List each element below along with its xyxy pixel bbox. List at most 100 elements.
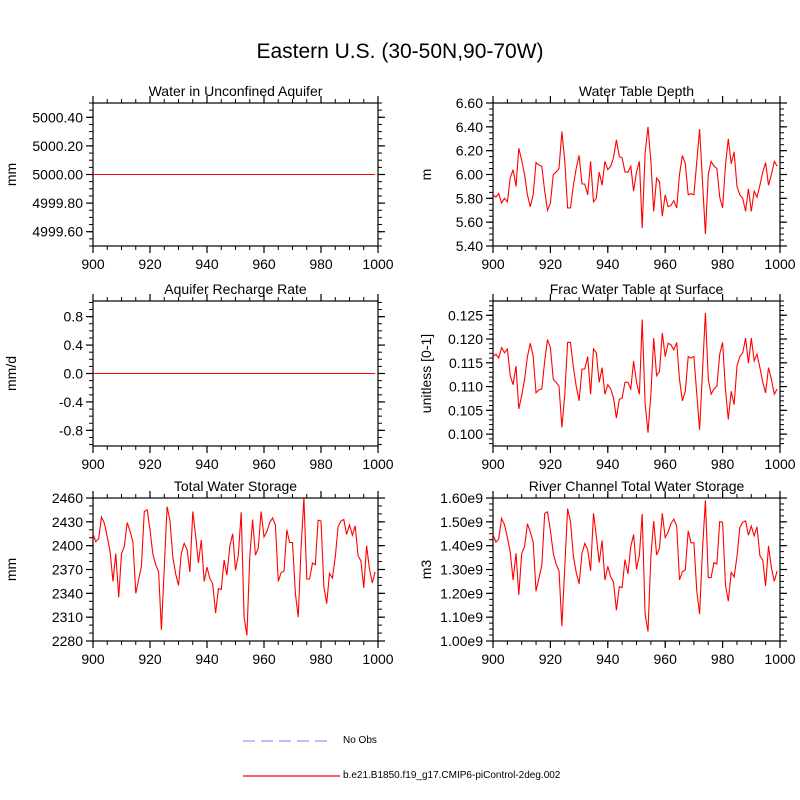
y-axis-label: m (418, 169, 434, 181)
x-tick-label: 940 (596, 651, 620, 667)
panel-title: Total Water Storage (174, 478, 297, 494)
panel-title: River Channel Total Water Storage (529, 478, 745, 494)
plot-frame (492, 497, 781, 642)
x-tick-label: 980 (309, 256, 333, 272)
x-tick-label: 940 (195, 256, 219, 272)
y-axis-label: unitless [0-1] (418, 334, 434, 413)
panel-title: Water in Unconfined Aquifer (149, 83, 323, 99)
y-tick-label: 0.120 (448, 331, 483, 347)
x-tick-label: 920 (138, 651, 162, 667)
x-tick-label: 960 (654, 256, 678, 272)
x-tick-label: 900 (481, 651, 505, 667)
x-tick-label: 1000 (764, 256, 795, 272)
y-tick-label: 0.115 (449, 355, 483, 371)
x-tick-label: 980 (711, 651, 735, 667)
x-tick-label: 940 (596, 256, 620, 272)
x-tick-label: 1000 (362, 256, 393, 272)
y-tick-label: 0.110 (449, 379, 483, 395)
x-tick-label: 920 (539, 456, 563, 472)
y-tick-label: -0.8 (59, 422, 83, 438)
series-line-model (492, 126, 778, 235)
x-tick-label: 940 (596, 456, 620, 472)
y-tick-label: 6.60 (456, 95, 483, 111)
y-tick-label: 2310 (52, 609, 83, 625)
x-tick-label: 1000 (764, 456, 795, 472)
x-tick-label: 900 (481, 456, 505, 472)
y-tick-label: 1.60e9 (440, 490, 483, 506)
x-tick-label: 900 (481, 256, 505, 272)
y-tick-label: 6.00 (456, 167, 483, 183)
y-tick-label: 4999.60 (32, 224, 83, 240)
y-tick-label: 0.100 (448, 426, 483, 442)
y-tick-label: 0.125 (448, 307, 483, 323)
y-axis-label: m3 (418, 560, 434, 580)
figure-title: Eastern U.S. (30-50N,90-70W) (256, 40, 544, 63)
y-tick-label: 2430 (52, 514, 83, 530)
x-tick-label: 980 (711, 456, 735, 472)
y-tick-label: -0.4 (59, 394, 83, 410)
panel-4: Frac Water Table at Surface unitless [0-1… (418, 281, 796, 472)
series-line-model (492, 312, 778, 433)
y-tick-label: 0.0 (64, 366, 84, 382)
x-tick-label: 900 (81, 651, 105, 667)
legend-label-model: b.e21.B1850.f19_g17.CMIP6-piControl-2deg… (343, 770, 561, 781)
x-tick-label: 960 (252, 456, 276, 472)
x-tick-label: 1000 (362, 651, 393, 667)
y-tick-label: 5.40 (456, 238, 483, 254)
x-tick-label: 920 (539, 651, 563, 667)
y-tick-label: 1.10e9 (440, 609, 483, 625)
x-tick-label: 940 (195, 456, 219, 472)
y-tick-label: 0.8 (64, 309, 84, 325)
x-tick-label: 980 (309, 456, 333, 472)
y-tick-label: 5000.00 (32, 167, 83, 183)
y-tick-label: 1.50e9 (440, 514, 483, 530)
x-tick-label: 960 (252, 256, 276, 272)
y-tick-label: 1.00e9 (440, 633, 483, 649)
x-tick-label: 960 (252, 651, 276, 667)
y-tick-label: 4999.80 (32, 195, 83, 211)
series-line-model (492, 500, 778, 632)
y-tick-label: 2400 (52, 538, 83, 554)
x-tick-label: 960 (654, 456, 678, 472)
y-tick-label: 2370 (52, 562, 83, 578)
series-line-model (92, 497, 376, 636)
y-tick-label: 0.105 (448, 402, 483, 418)
panel-2: Water Table Depth m 900 920 940 960 980 1000 6.6… (418, 83, 796, 272)
x-tick-label: 920 (138, 256, 162, 272)
y-axis-label: mm (3, 163, 19, 186)
x-tick-label: 980 (309, 651, 333, 667)
x-tick-label: 920 (138, 456, 162, 472)
x-tick-label: 980 (711, 256, 735, 272)
y-tick-label: 6.40 (456, 119, 483, 135)
y-tick-label: 2280 (52, 633, 83, 649)
y-axis-label: mm/d (3, 356, 19, 391)
y-tick-label: 2340 (52, 585, 83, 601)
y-tick-label: 5000.20 (32, 138, 83, 154)
y-tick-label: 1.40e9 (440, 538, 483, 554)
legend-label-obs: No Obs (343, 735, 377, 746)
x-tick-label: 1000 (362, 456, 393, 472)
y-tick-label: 1.30e9 (440, 562, 483, 578)
y-tick-label: 5.80 (456, 190, 483, 206)
panel-title: Frac Water Table at Surface (550, 281, 724, 297)
y-tick-label: 5.60 (456, 214, 483, 230)
panel-3: Aquifer Recharge Rate mm/d 900 920 940 960 980… (3, 281, 394, 472)
panel-1: Water in Unconfined Aquifer mm 900 920 940 96… (3, 83, 394, 272)
y-tick-label: 1.20e9 (440, 585, 483, 601)
panel-5: Total Water Storage mm 900 920 940 960 980 1000… (3, 478, 394, 667)
y-tick-label: 5000.40 (32, 109, 83, 125)
y-axis-label: mm (3, 558, 19, 581)
x-tick-label: 960 (654, 651, 678, 667)
y-tick-label: 2460 (52, 490, 83, 506)
panel-6: River Channel Total Water Storage m3 900 92… (418, 478, 796, 667)
panel-title: Water Table Depth (579, 83, 694, 99)
y-tick-label: 6.20 (456, 143, 483, 159)
panel-title: Aquifer Recharge Rate (164, 281, 307, 297)
x-tick-label: 900 (81, 456, 105, 472)
x-tick-label: 1000 (764, 651, 795, 667)
x-tick-label: 900 (81, 256, 105, 272)
y-tick-label: 0.4 (64, 337, 84, 353)
x-tick-label: 940 (195, 651, 219, 667)
